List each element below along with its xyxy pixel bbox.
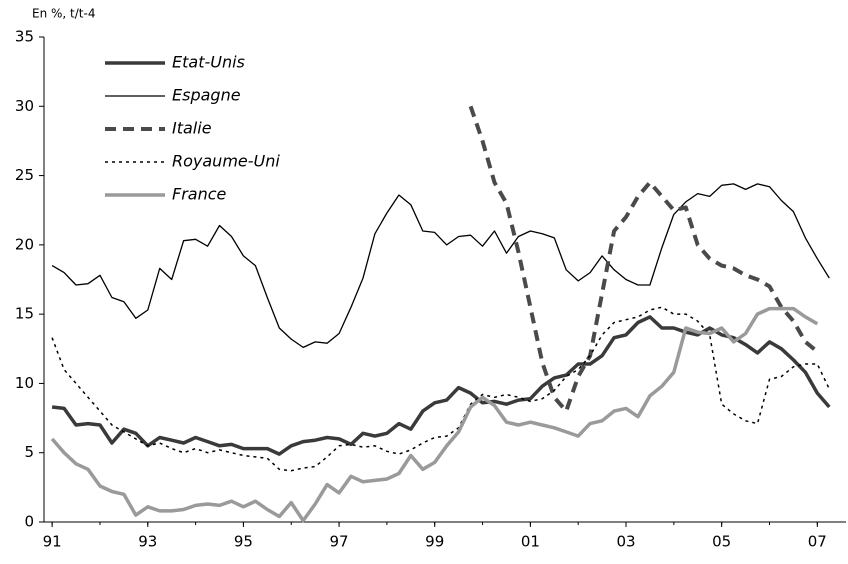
x-tick-label: 03 [616, 533, 635, 551]
series-line [51, 183, 830, 349]
x-tick-label: 99 [425, 533, 444, 551]
y-tick-label: 35 [15, 28, 34, 46]
legend-label: Etat-Unis [172, 53, 245, 72]
series-line [468, 105, 819, 414]
x-tick-label: 97 [330, 533, 349, 551]
x-tick-label: 93 [138, 533, 157, 551]
y-tick-label: 10 [15, 374, 34, 392]
y-tick-label: 25 [15, 166, 34, 184]
legend-label: Espagne [172, 86, 241, 105]
legend-label: Italie [172, 119, 212, 138]
series-line [51, 315, 831, 456]
y-tick-label: 5 [24, 443, 34, 461]
legend-label: Royaume-Uni [172, 152, 280, 171]
x-tick-label: 91 [43, 533, 62, 551]
y-tick-label: 30 [15, 97, 34, 115]
x-tick-label: 05 [712, 533, 731, 551]
x-tick-label: 01 [521, 533, 540, 551]
y-tick-label: 20 [15, 235, 34, 253]
legend-label: France [172, 185, 227, 204]
x-tick-label: 07 [808, 533, 827, 551]
series-line [51, 306, 830, 472]
series-line [50, 306, 819, 523]
y-tick-label: 15 [15, 305, 34, 323]
y-tick-label: 0 [24, 513, 34, 531]
y-axis-label: En %, t/t-4 [32, 7, 95, 21]
x-tick-label: 95 [234, 533, 253, 551]
